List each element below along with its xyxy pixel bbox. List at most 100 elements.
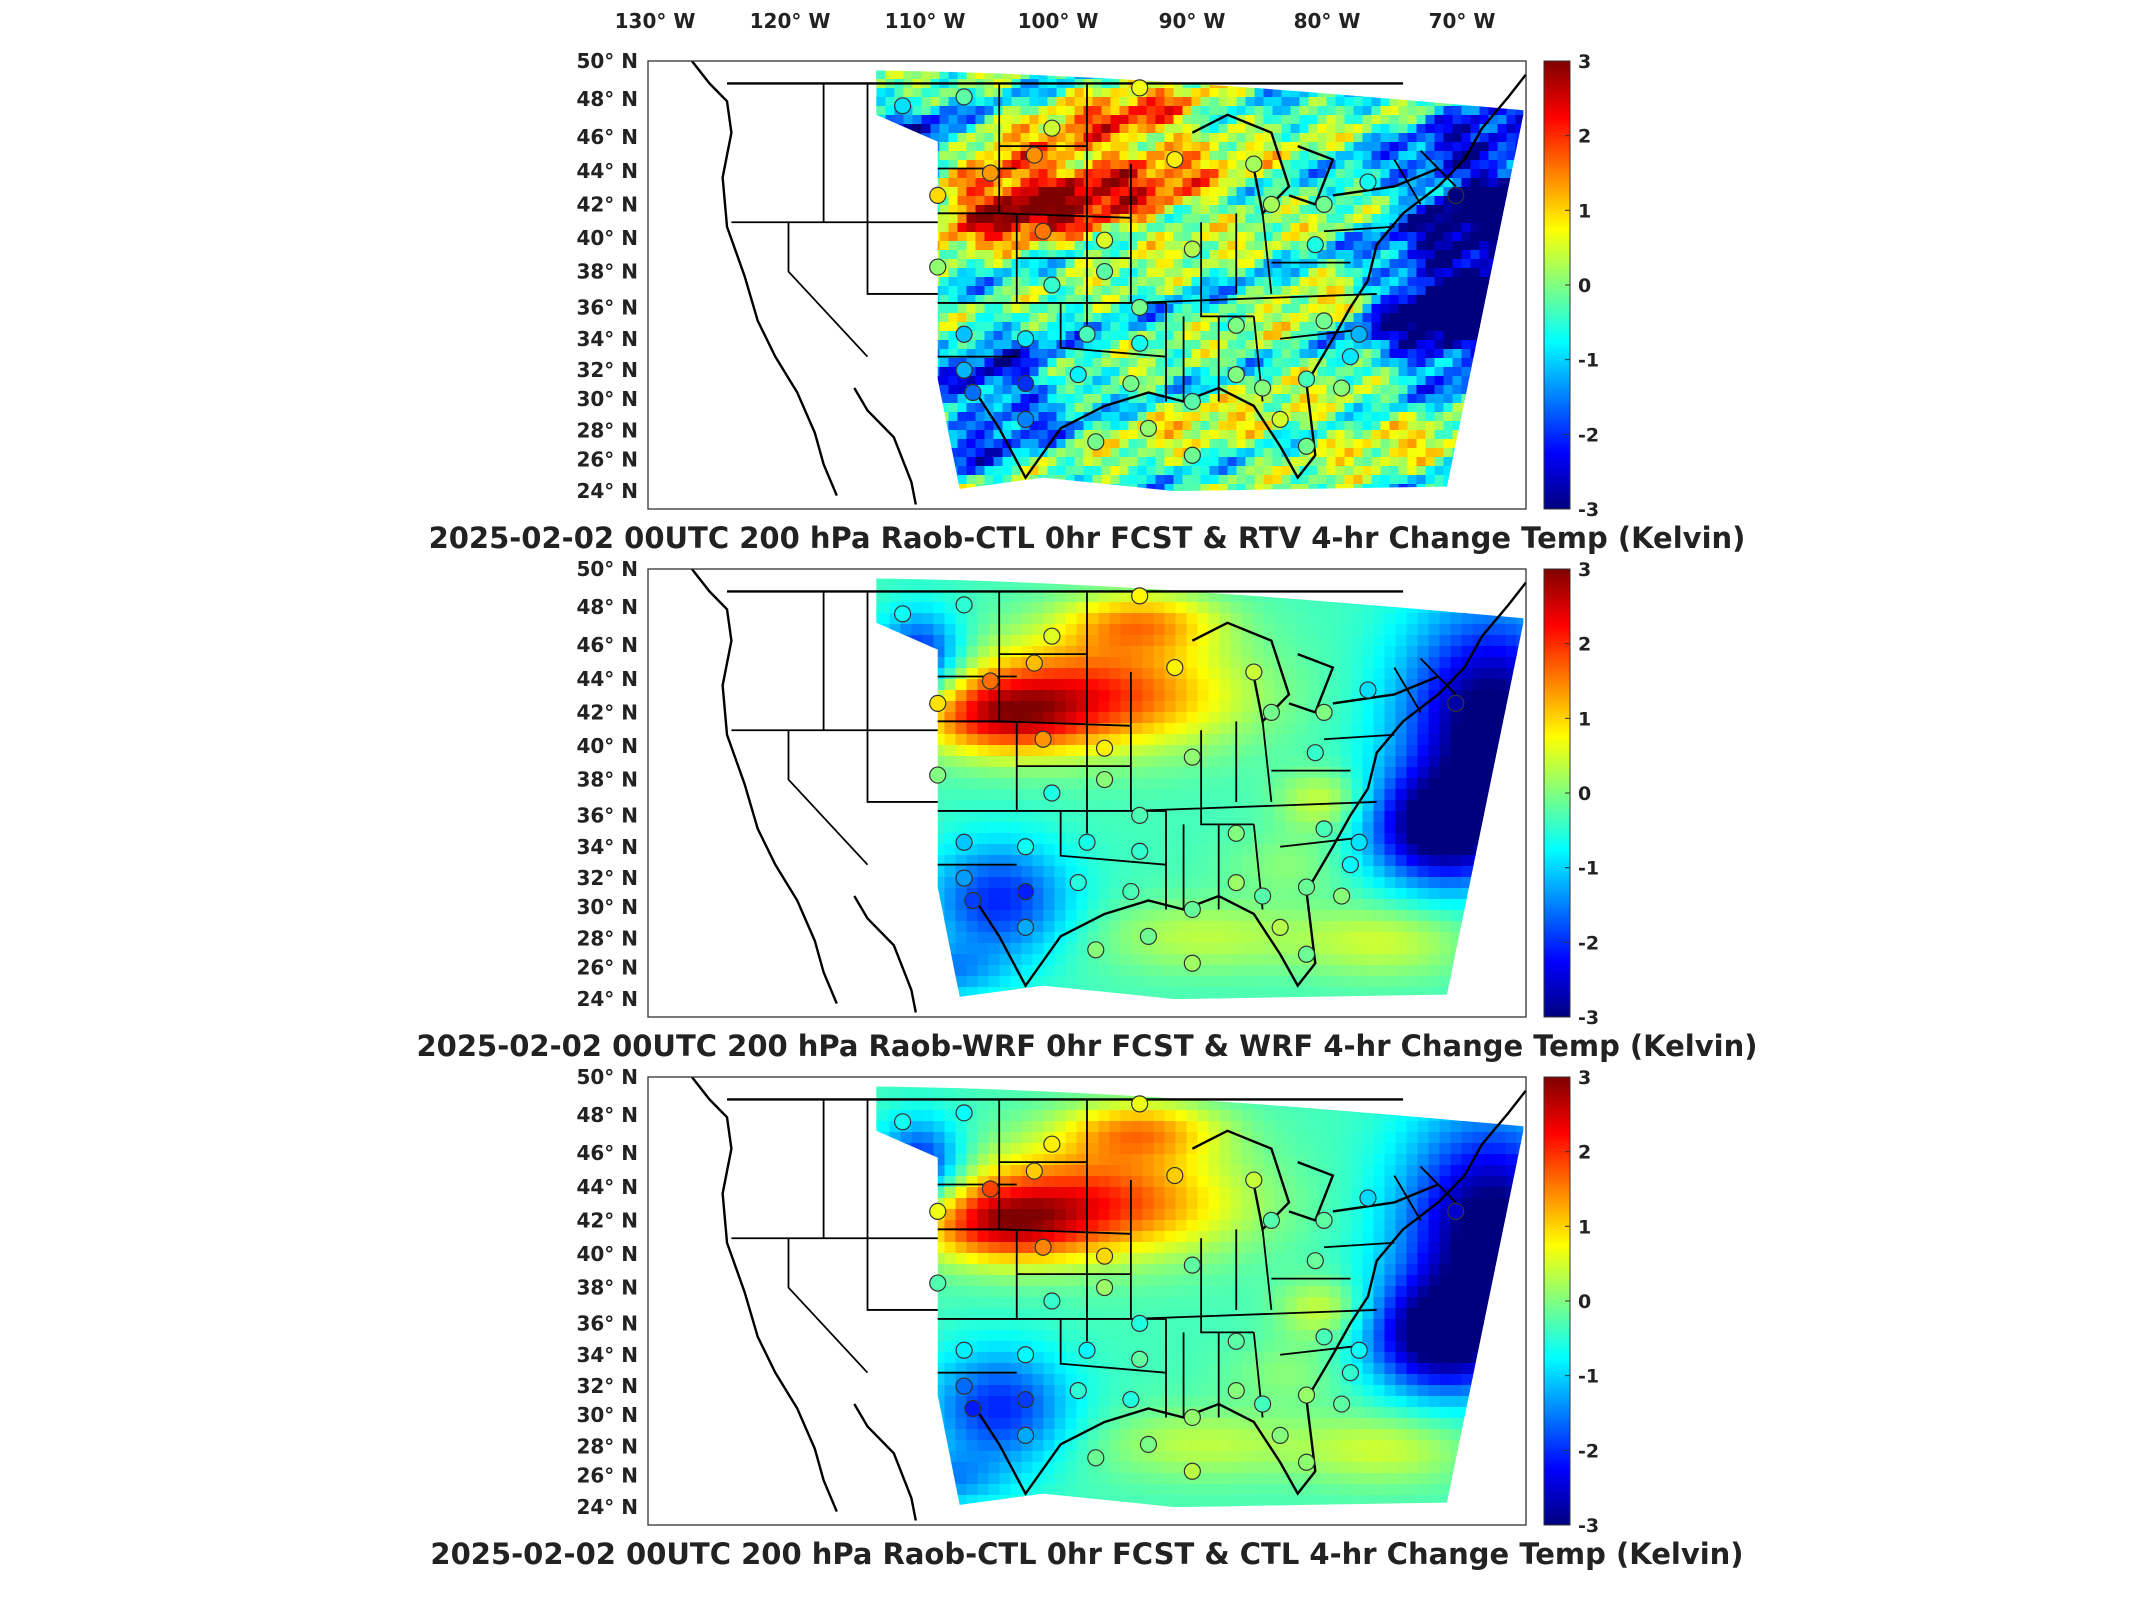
station-marker (1087, 941, 1105, 959)
lat-label: 34° N (576, 327, 638, 351)
lat-label: 42° N (576, 192, 638, 216)
station-marker (1245, 1171, 1263, 1189)
station-marker (955, 833, 973, 851)
station-marker (1043, 784, 1061, 802)
station-marker (955, 88, 973, 106)
lat-label: 50° N (576, 557, 638, 581)
station-marker (1095, 770, 1114, 789)
station-marker (1297, 1386, 1316, 1404)
colorbar-tick-label: 1 (1578, 708, 1591, 730)
station-marker (1262, 1211, 1280, 1229)
lat-label: 48° N (576, 1103, 638, 1127)
station-marker (1166, 658, 1184, 677)
colorbar-tick-label: -1 (1578, 350, 1599, 372)
station-marker (1025, 1162, 1043, 1180)
station-marker (1131, 806, 1149, 825)
station-marker (1245, 663, 1263, 681)
station-marker (1122, 374, 1140, 393)
colorbar-tick-label: 0 (1578, 1291, 1591, 1313)
map-panels: 50° N 48° N 46° N 44° N 42° N 40° N 38° N 36° N… (416, 49, 1757, 1571)
station-marker (955, 361, 973, 379)
lat-label: 48° N (576, 87, 638, 111)
station-marker (981, 1180, 1000, 1198)
station-marker (964, 383, 982, 402)
station-marker (1271, 410, 1289, 428)
station-marker (1069, 873, 1087, 892)
lat-label: 38° N (576, 768, 638, 792)
station-marker (964, 891, 982, 910)
station-marker (1166, 1166, 1184, 1185)
lat-label: 50° N (576, 1065, 638, 1089)
station-marker (1183, 1256, 1201, 1274)
lat-label: 36° N (576, 1311, 638, 1335)
station-marker (1315, 1211, 1333, 1229)
lat-label: 36° N (576, 803, 638, 827)
station-marker (929, 186, 947, 204)
station-marker (1297, 437, 1316, 455)
station-marker (1183, 446, 1201, 464)
colorbar-tick-label: 1 (1578, 200, 1591, 222)
station-marker (1183, 240, 1201, 258)
station-marker (1183, 392, 1201, 411)
lon-label: 120° W (750, 9, 831, 33)
station-marker (1131, 1095, 1149, 1113)
station-marker (1333, 1395, 1351, 1413)
station-marker (1183, 1408, 1201, 1427)
colorbar-tick-label: -1 (1578, 1366, 1599, 1388)
station-marker (1016, 1390, 1035, 1409)
lat-label: 24° N (576, 479, 638, 503)
station-marker (1341, 1364, 1360, 1382)
station-marker (1016, 918, 1035, 937)
lat-label: 26° N (576, 448, 638, 472)
colorbar-tick-label: 1 (1578, 1216, 1591, 1238)
lat-label: 38° N (576, 260, 638, 284)
station-marker (955, 325, 973, 343)
station-marker (1078, 833, 1096, 851)
station-marker (1183, 1462, 1201, 1480)
station-marker (1245, 155, 1263, 173)
panel-title: 2025-02-02 00UTC 200 hPa Raob-CTL 0hr FC… (430, 1537, 1743, 1571)
colorbar-tick-label: 0 (1578, 783, 1591, 805)
lat-label: 32° N (576, 358, 638, 382)
lat-label: 48° N (576, 595, 638, 619)
station-marker (1025, 146, 1043, 164)
station-marker (1139, 1435, 1158, 1453)
colorbar-tick-label: -1 (1578, 858, 1599, 880)
station-marker (1359, 173, 1377, 191)
panel-title: 2025-02-02 00UTC 200 hPa Raob-CTL 0hr FC… (429, 521, 1746, 555)
map-panel: 50° N 48° N 46° N 44° N 42° N 40° N 38° N 36° N… (429, 49, 1746, 555)
boundaries (692, 61, 1526, 505)
station-marker (955, 1341, 973, 1359)
station-marker (981, 672, 1000, 690)
raob-stations (894, 1095, 1465, 1480)
colorbar-tick-label: -3 (1578, 1007, 1599, 1029)
station-marker (1043, 119, 1061, 137)
station-marker (1306, 744, 1324, 762)
lat-label: 26° N (576, 956, 638, 980)
lat-label: 34° N (576, 835, 638, 859)
station-marker (1034, 1238, 1052, 1256)
station-marker (1271, 918, 1289, 937)
colorbar-tick-label: 2 (1578, 1142, 1591, 1164)
lat-label: 40° N (576, 1242, 638, 1266)
station-marker (1341, 856, 1360, 874)
lat-label: 42° N (576, 700, 638, 724)
raob-stations (894, 587, 1465, 972)
station-marker (1087, 1449, 1105, 1467)
station-marker (894, 605, 912, 623)
station-marker (1227, 824, 1245, 842)
lat-label: 30° N (576, 895, 638, 919)
lat-label: 46° N (576, 1141, 638, 1165)
lat-label: 40° N (576, 226, 638, 250)
station-marker (1095, 231, 1114, 249)
station-marker (1069, 1381, 1087, 1400)
lat-label: 36° N (576, 295, 638, 319)
station-marker (1253, 887, 1272, 905)
lat-label: 28° N (576, 419, 638, 443)
station-marker (929, 1202, 947, 1221)
station-marker (1227, 366, 1245, 384)
lat-label: 46° N (576, 125, 638, 149)
station-marker (1078, 1341, 1096, 1359)
colorbar-tick-label: -2 (1578, 424, 1599, 446)
